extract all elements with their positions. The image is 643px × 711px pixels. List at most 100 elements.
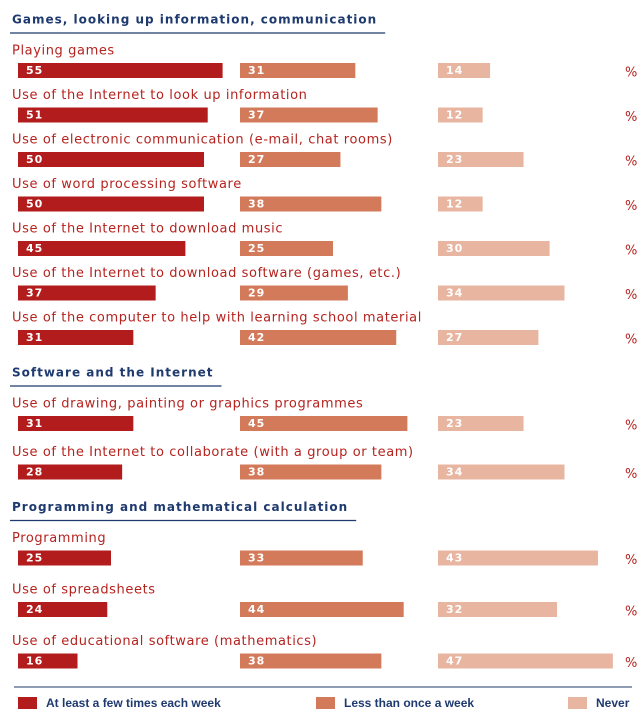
legend-label: Never — [596, 696, 630, 710]
bar — [240, 330, 397, 345]
value-label: 23 — [446, 417, 463, 430]
bar — [18, 653, 78, 669]
unit-label: % — [625, 244, 637, 259]
unit-label: % — [625, 199, 637, 214]
unit-label: % — [625, 656, 637, 671]
value-label: 31 — [248, 64, 265, 77]
unit-label: % — [625, 288, 637, 303]
value-label: 30 — [446, 242, 463, 255]
bar — [240, 152, 341, 167]
row-label: Use of spreadsheets — [12, 583, 156, 598]
bar — [18, 107, 208, 123]
row-label: Use of the Internet to download software… — [12, 266, 401, 281]
bar — [18, 285, 156, 301]
value-label: 55 — [26, 64, 43, 77]
bar — [438, 152, 524, 167]
bar — [18, 602, 108, 617]
value-label: 38 — [248, 466, 265, 479]
bar — [18, 241, 186, 256]
bar — [240, 550, 363, 566]
value-label: 43 — [446, 552, 463, 565]
value-label: 45 — [248, 417, 265, 430]
unit-label: % — [625, 419, 637, 434]
value-label: 37 — [26, 287, 43, 300]
value-label: 24 — [26, 603, 43, 616]
bar — [438, 330, 539, 345]
legend-swatch — [316, 697, 335, 709]
bar — [240, 241, 333, 256]
value-label: 32 — [446, 603, 463, 616]
section-title: Software and the Internet — [12, 366, 213, 380]
bar — [438, 602, 558, 617]
bar — [240, 63, 356, 78]
bar — [240, 602, 404, 617]
bar — [438, 464, 565, 480]
value-label: 45 — [26, 242, 43, 255]
bar — [438, 416, 524, 431]
bar — [438, 196, 483, 212]
legend-label: At least a few times each week — [46, 696, 221, 710]
row-label: Use of the computer to help with learnin… — [12, 311, 422, 326]
value-label: 47 — [446, 655, 463, 668]
unit-label: % — [625, 553, 637, 568]
row-label: Playing games — [12, 44, 115, 59]
value-label: 37 — [248, 109, 265, 122]
bar — [438, 107, 483, 123]
row-label: Use of the Internet to download music — [12, 222, 283, 237]
value-label: 12 — [446, 109, 463, 122]
row-label: Use of the Internet to look up informati… — [12, 88, 308, 103]
row-label: Use of drawing, painting or graphics pro… — [12, 397, 363, 412]
value-label: 51 — [26, 109, 43, 122]
bar — [438, 63, 491, 78]
value-label: 34 — [446, 287, 463, 300]
bar — [240, 653, 382, 669]
row-label: Use of word processing software — [12, 177, 242, 192]
value-label: 27 — [248, 153, 265, 166]
legend-swatch — [568, 697, 587, 709]
value-label: 38 — [248, 655, 265, 668]
bar — [438, 550, 598, 566]
bar — [240, 416, 408, 431]
value-label: 25 — [248, 242, 265, 255]
bar — [18, 550, 111, 566]
value-label: 44 — [248, 603, 265, 616]
value-label: 23 — [446, 153, 463, 166]
unit-label: % — [625, 467, 637, 482]
bar — [438, 241, 550, 256]
value-label: 50 — [26, 198, 43, 211]
value-label: 27 — [446, 331, 463, 344]
bar — [18, 63, 223, 78]
unit-label: % — [625, 605, 637, 620]
value-label: 31 — [26, 331, 43, 344]
bar — [18, 416, 134, 431]
value-label: 31 — [26, 417, 43, 430]
value-label: 50 — [26, 153, 43, 166]
bar — [240, 196, 382, 212]
bar — [240, 107, 378, 123]
bar — [18, 196, 204, 212]
unit-label: % — [625, 333, 637, 348]
row-label: Use of the Internet to collaborate (with… — [12, 445, 414, 460]
row-label: Programming — [12, 531, 106, 546]
bar — [438, 653, 613, 669]
bar — [438, 285, 565, 301]
value-label: 25 — [26, 552, 43, 565]
section-title: Games, looking up information, communica… — [12, 13, 377, 27]
legend-label: Less than once a week — [344, 696, 474, 710]
value-label: 34 — [446, 466, 463, 479]
value-label: 33 — [248, 552, 265, 565]
bar — [240, 464, 382, 480]
unit-label: % — [625, 66, 637, 81]
bar — [240, 285, 348, 301]
row-label: Use of electronic communication (e-mail,… — [12, 133, 393, 148]
legend-swatch — [18, 697, 37, 709]
value-label: 12 — [446, 198, 463, 211]
unit-label: % — [625, 155, 637, 170]
unit-label: % — [625, 110, 637, 125]
value-label: 28 — [26, 466, 43, 479]
row-label: Use of educational software (mathematics… — [12, 634, 317, 649]
value-label: 14 — [446, 64, 463, 77]
value-label: 42 — [248, 331, 265, 344]
value-label: 29 — [248, 287, 265, 300]
